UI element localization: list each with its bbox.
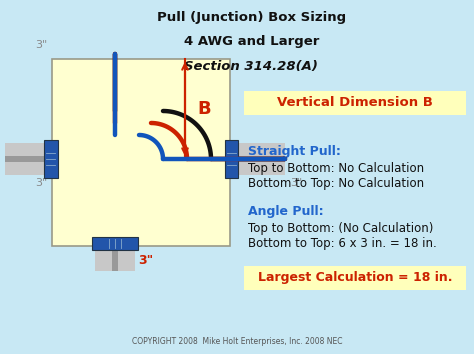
Text: Vertical Dimension B: Vertical Dimension B <box>277 97 433 109</box>
Text: Angle Pull:: Angle Pull: <box>248 205 324 218</box>
Bar <box>225 143 285 175</box>
Text: Top to Bottom: (No Calculation): Top to Bottom: (No Calculation) <box>248 222 433 235</box>
Text: COPYRIGHT 2008  Mike Holt Enterprises, Inc. 2008 NEC: COPYRIGHT 2008 Mike Holt Enterprises, In… <box>132 337 342 346</box>
Text: 3": 3" <box>290 178 302 188</box>
Bar <box>95 241 135 271</box>
Bar <box>92 237 138 250</box>
Bar <box>5 143 57 175</box>
Bar <box>244 266 466 290</box>
Text: Largest Calculation = 18 in.: Largest Calculation = 18 in. <box>258 272 452 285</box>
Bar <box>244 91 466 115</box>
Text: 3": 3" <box>138 255 153 268</box>
Bar <box>5 156 57 162</box>
Bar <box>44 140 58 178</box>
Text: Bottom to Top: No Calculation: Bottom to Top: No Calculation <box>248 177 424 190</box>
Bar <box>112 241 118 271</box>
Text: Pull (Junction) Box Sizing: Pull (Junction) Box Sizing <box>157 11 346 24</box>
Text: 3": 3" <box>35 40 47 50</box>
Text: Top to Bottom: No Calculation: Top to Bottom: No Calculation <box>248 162 424 175</box>
Text: B: B <box>197 100 210 118</box>
Text: 4 AWG and Larger: 4 AWG and Larger <box>183 35 319 48</box>
Bar <box>225 156 285 162</box>
Text: Straight Pull:: Straight Pull: <box>248 145 341 158</box>
Text: 3": 3" <box>35 178 47 188</box>
Bar <box>52 59 230 246</box>
Text: Bottom to Top: 6 x 3 in. = 18 in.: Bottom to Top: 6 x 3 in. = 18 in. <box>248 237 437 250</box>
Text: Section 314.28(A): Section 314.28(A) <box>184 60 318 73</box>
Bar <box>225 140 238 178</box>
